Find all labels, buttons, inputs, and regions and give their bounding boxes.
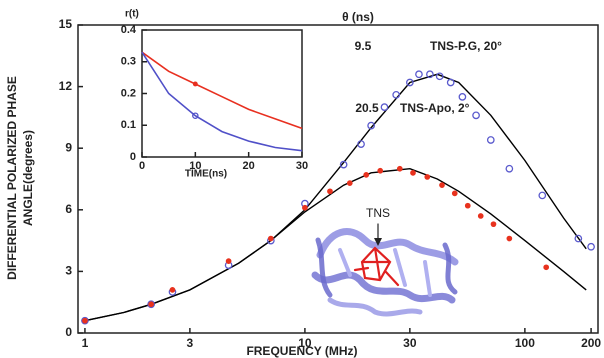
y-tick-label: 3: [65, 264, 72, 278]
y-tick-label: 0.4: [121, 24, 137, 36]
data-point: [490, 221, 497, 228]
data-point: [406, 78, 414, 87]
data-point: [486, 136, 495, 144]
x-tick-label: 100: [515, 336, 535, 350]
series-label: TNS-Apo, 2°: [400, 101, 470, 115]
data-point: [82, 317, 88, 324]
data-point: [505, 164, 514, 173]
y-tick-label: 0.2: [121, 87, 136, 99]
x-tick-label: 30: [296, 160, 308, 172]
y-tick-label: 0: [65, 325, 72, 339]
data-point: [439, 182, 445, 189]
plot-frame: [141, 29, 303, 158]
data-point: [81, 316, 89, 325]
data-point: [327, 188, 333, 195]
data-point: [392, 90, 401, 99]
data-point: [426, 70, 434, 79]
x-tick-label: 10: [298, 336, 312, 350]
inset-x-label: TIME(ns): [185, 169, 227, 180]
data-point: [446, 78, 455, 87]
data-point: [506, 235, 513, 242]
x-axis-label: FREQUENCY (MHz): [246, 344, 357, 358]
decay-curve: [141, 51, 303, 152]
y-axis-label: DIFFERENTIAL POLARIZED PHASE: [5, 76, 19, 280]
protein-label: TNS: [366, 206, 390, 220]
decay-curve: [141, 51, 303, 130]
data-point: [587, 242, 595, 251]
y-tick-label: 9: [65, 140, 72, 154]
data-point: [357, 140, 365, 148]
inset-y-label: r(t): [125, 9, 139, 20]
data-point: [225, 258, 232, 264]
data-point: [410, 169, 416, 176]
data-point: [346, 180, 353, 186]
data-point: [574, 234, 583, 243]
data-point: [267, 235, 274, 242]
x-tick-label: 3: [187, 336, 194, 350]
data-point: [543, 264, 550, 271]
theta-header: θ (ns): [342, 10, 374, 24]
theta-value: 9.5: [355, 39, 372, 53]
theta-value: 20.5: [355, 101, 379, 115]
series-label: TNS-P.G, 20°: [430, 39, 502, 53]
data-point: [147, 300, 156, 309]
data-point: [363, 172, 370, 178]
data-point: [424, 174, 431, 180]
y-axis-label: ANGLE(degrees): [21, 130, 35, 226]
x-tick-label: 0: [139, 160, 145, 172]
x-tick-label: 1: [82, 336, 89, 350]
plot-frame: [77, 24, 599, 334]
data-point: [464, 202, 471, 209]
data-point: [472, 111, 480, 120]
y-tick-label: 15: [59, 17, 73, 31]
data-point: [380, 103, 389, 111]
y-tick-label: 12: [59, 79, 73, 93]
x-tick-label: 20: [243, 160, 255, 172]
data-point: [302, 204, 308, 211]
data-point: [339, 160, 348, 169]
data-point: [396, 165, 403, 172]
y-tick-label: 6: [65, 202, 72, 216]
data-point: [169, 287, 176, 293]
data-point: [192, 81, 198, 87]
data-point: [367, 121, 375, 130]
data-point: [192, 112, 199, 119]
data-point: [148, 301, 155, 308]
fit-curve: [84, 167, 587, 322]
x-tick-label: 30: [403, 336, 417, 350]
protein-structure: [311, 223, 459, 317]
data-point: [377, 167, 384, 174]
data-point: [415, 70, 423, 79]
data-point: [451, 190, 458, 197]
x-tick-label: 200: [581, 336, 601, 350]
y-tick-label: 0.3: [121, 56, 136, 68]
data-point: [538, 191, 547, 200]
x-tick-label: 10: [189, 160, 201, 172]
data-point: [477, 213, 484, 219]
data-point: [458, 93, 467, 101]
data-point: [435, 72, 444, 81]
y-tick-label: 0: [130, 151, 136, 163]
fit-curve: [84, 73, 587, 322]
y-tick-label: 0.1: [121, 119, 136, 131]
